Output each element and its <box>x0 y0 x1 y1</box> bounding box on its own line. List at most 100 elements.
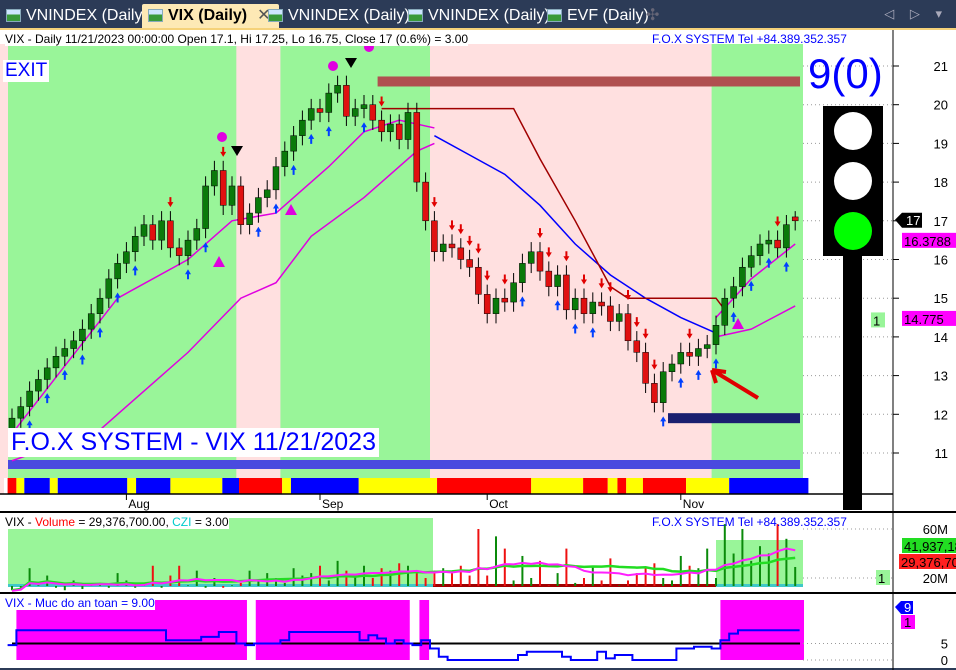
buy-arrow-icon <box>308 133 315 144</box>
date-label: Nov <box>683 497 704 511</box>
candle <box>211 170 218 187</box>
candle <box>554 274 561 287</box>
zone-pink <box>430 44 712 494</box>
sell-arrow-icon <box>633 317 640 328</box>
sell-arrow-icon <box>774 216 781 227</box>
sell-arrow-icon <box>475 243 482 254</box>
candle <box>246 212 253 225</box>
tab-nav-icons[interactable]: ◁ ▷ ▾ <box>884 6 948 21</box>
volume-title-symbol: VIX - <box>5 515 36 529</box>
candle <box>149 224 157 241</box>
tab-4[interactable]: EVF (Daily) <box>541 4 657 28</box>
candle <box>783 224 790 249</box>
trend-segment-yellow <box>127 478 137 494</box>
candle <box>237 185 245 225</box>
sell-arrow-icon <box>484 270 491 281</box>
tab-label: VIX (Daily) <box>168 7 248 24</box>
price-tick-label: 19 <box>934 136 948 151</box>
candle <box>712 325 720 345</box>
trend-segment-blue <box>57 478 128 494</box>
candle <box>536 251 544 272</box>
candle <box>43 367 51 380</box>
chart-area[interactable]: 21 20 19 18 17 16 15 14 13 12 11 Aug Sep Oct Nov 17 16.3… <box>0 28 956 670</box>
tab-bar: VNINDEX (Daily) VIX (Daily) ✕ VNINDEX (Dail… <box>0 0 956 28</box>
buy-arrow-icon <box>26 420 33 431</box>
tab-3[interactable]: VNINDEX (Daily) <box>402 4 558 28</box>
safety-panel-title: VIX - Muc do an toan = 9.00 <box>5 596 155 610</box>
trend-segment-red <box>7 478 17 494</box>
price-tick-label: 18 <box>934 175 948 190</box>
buy-arrow-icon <box>132 265 139 276</box>
candle <box>527 251 535 264</box>
exit-label: EXIT <box>3 60 50 82</box>
candle <box>765 239 773 245</box>
candle <box>598 301 605 307</box>
sell-arrow-icon <box>563 251 570 262</box>
candle <box>439 243 447 253</box>
trend-segment-yellow <box>626 478 643 494</box>
candle <box>263 189 271 198</box>
candle <box>255 197 262 214</box>
trend-segment-yellow <box>49 478 58 494</box>
candle <box>158 220 165 241</box>
indicator-line <box>434 135 717 334</box>
candle <box>624 313 632 342</box>
volume-tag <box>899 554 956 569</box>
price-header: VIX - Daily 11/21/2023 00:00:00 Open 17.… <box>5 32 469 46</box>
candle <box>299 119 306 136</box>
candle <box>791 216 799 222</box>
safety-tag-label: 9 <box>904 600 911 615</box>
close-tab-icon[interactable]: ✕ <box>257 7 271 24</box>
trend-segment-blue <box>136 478 171 494</box>
candle <box>545 270 553 287</box>
buy-arrow-icon <box>185 269 191 280</box>
tab-0[interactable]: VNINDEX (Daily) <box>0 4 156 28</box>
candle <box>26 390 33 407</box>
tab-2[interactable]: VNINDEX (Daily) <box>262 4 418 28</box>
price-tick-label: 11 <box>935 446 949 461</box>
candle <box>404 112 412 140</box>
tab-label: VNINDEX (Daily) <box>428 7 550 24</box>
candle <box>184 239 192 256</box>
buy-arrow-icon <box>61 369 68 380</box>
candle <box>589 301 597 314</box>
up-triangle-icon <box>285 204 297 215</box>
sell-arrow-icon <box>167 197 174 208</box>
price-tag <box>902 232 956 248</box>
candle <box>202 185 209 229</box>
candle <box>316 108 324 113</box>
new-tab-icon[interactable]: ✣ <box>646 7 660 24</box>
candle <box>307 108 315 121</box>
safety-tick-label: 0 <box>941 653 948 668</box>
safety-tag <box>901 615 915 629</box>
trend-segment-red <box>583 478 608 494</box>
trend-segment-blue <box>24 478 50 494</box>
candle <box>272 166 280 191</box>
down-triangle-icon <box>231 146 243 156</box>
candle <box>123 251 130 264</box>
candle <box>131 236 139 253</box>
candle <box>651 383 658 403</box>
sell-arrow-icon <box>537 228 543 239</box>
volume-tick-label: 60M <box>923 522 948 537</box>
candle <box>87 313 95 330</box>
candle <box>721 297 729 326</box>
level-bar <box>377 76 800 87</box>
chart-icon <box>408 9 423 22</box>
czi-band <box>8 584 803 587</box>
candle <box>739 266 746 287</box>
sell-arrow-icon <box>431 197 438 208</box>
volume-tag-label: 41,937,18 <box>904 539 956 554</box>
candle <box>580 297 588 314</box>
candle <box>228 185 236 206</box>
volume-panel-title: VIX - Volume = 29,376,700.00, CZI = 3.00 <box>5 515 229 529</box>
tab-1[interactable]: VIX (Daily) ✕ <box>142 4 279 28</box>
candle <box>219 170 227 206</box>
price-tick-label: 12 <box>934 407 948 422</box>
buy-arrow-icon <box>572 323 579 334</box>
candle <box>510 282 517 303</box>
candle <box>61 348 69 357</box>
candle <box>457 247 465 260</box>
candle <box>703 344 711 349</box>
